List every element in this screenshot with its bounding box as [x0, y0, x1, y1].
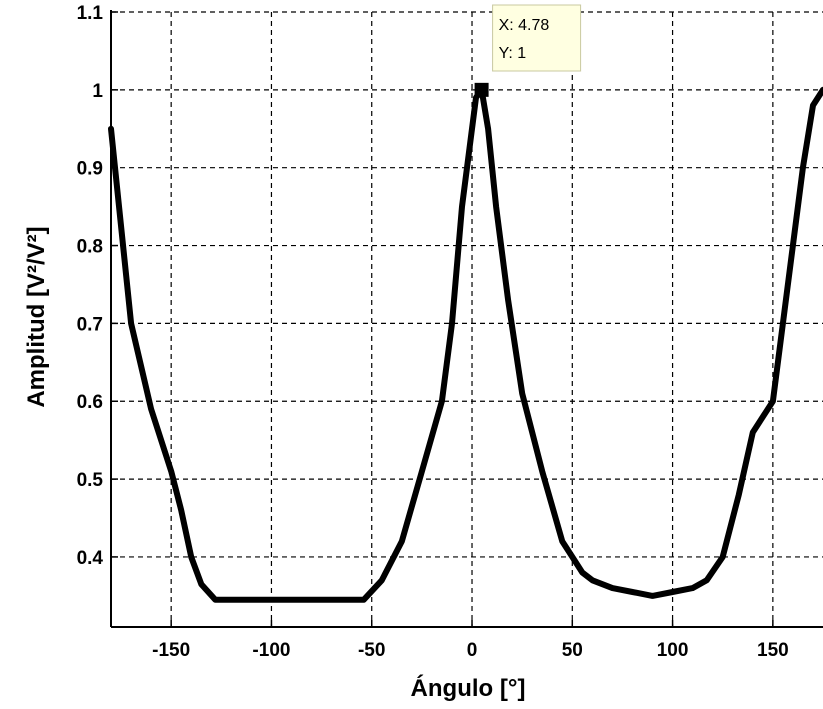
- y-tick-label: 0.4: [77, 548, 104, 569]
- x-axis-title: Ángulo [°]: [411, 674, 526, 702]
- x-tick-label: -100: [252, 640, 290, 661]
- y-tick-label: 1: [92, 81, 103, 102]
- data-tip-x-text: X: 4.78: [499, 17, 550, 34]
- y-tick-label: 0.9: [77, 159, 103, 180]
- data-tip-box[interactable]: [492, 4, 582, 72]
- y-tick-label: 0.8: [77, 237, 103, 258]
- x-tick-label: -50: [358, 640, 385, 661]
- x-tick-label: 0: [467, 640, 478, 661]
- data-tip[interactable]: X: 4.78 Y: 1: [474, 4, 582, 97]
- y-tick-label: 0.7: [77, 314, 103, 335]
- y-axis-title: Amplitud [V²/V²]: [23, 226, 50, 407]
- tick-labels: -150 -100 -50 0 50 100 150 0.4 0.5 0.6 0.7 0.8 0.9 1 1…: [77, 3, 789, 661]
- data-tip-marker[interactable]: [474, 82, 489, 97]
- data-tip-y-text: Y: 1: [499, 45, 527, 62]
- x-tick-label: 100: [657, 640, 689, 661]
- y-tick-label: 0.6: [77, 392, 103, 413]
- y-tick-label: 0.5: [77, 470, 104, 491]
- y-tick-label: 1.1: [77, 3, 104, 24]
- x-tick-label: 150: [757, 640, 789, 661]
- axes: [110, 10, 823, 628]
- x-tick-label: -150: [152, 640, 190, 661]
- x-tick-label: 50: [562, 640, 583, 661]
